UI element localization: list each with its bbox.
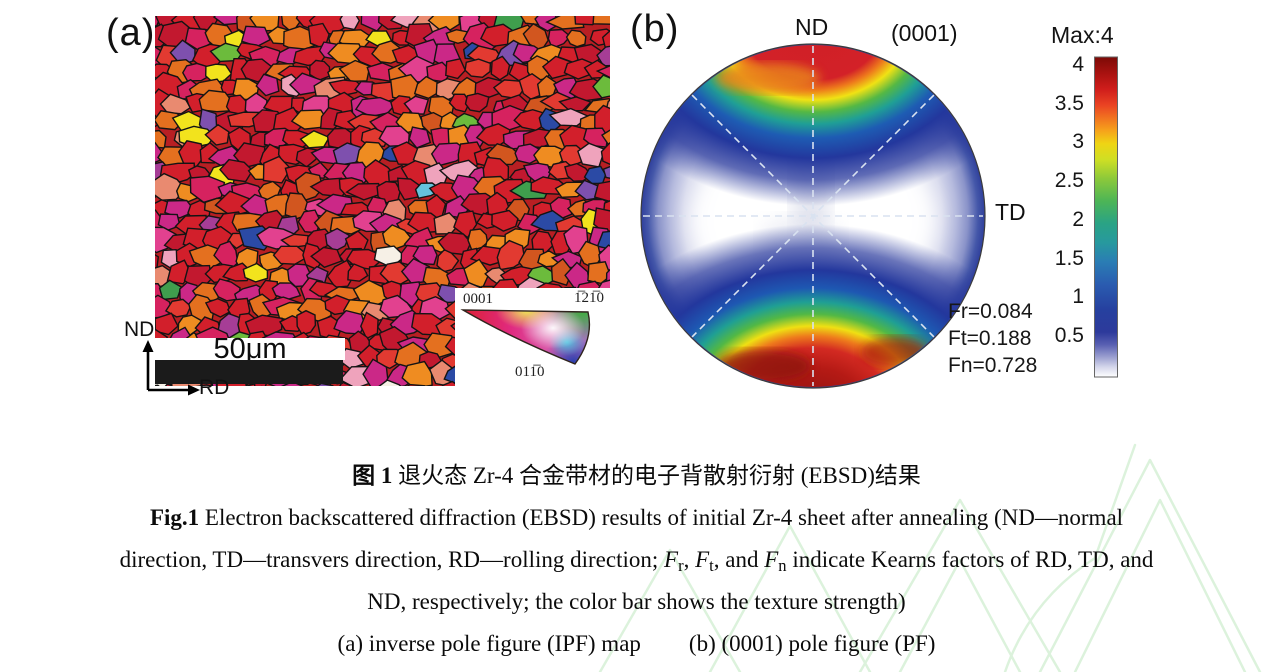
caption-segment: , [683,547,696,572]
journal-watermark [598,443,1262,672]
figure-caption: 图 1 退火态 Zr-4 合金带材的电子背散射衍射 (EBSD)结果 Fig.1… [0,455,1273,665]
caption-segment: n [778,556,787,576]
ipf-color-wedge [460,309,591,365]
colorbar-tick-label: 0.5 [1054,323,1084,347]
panel-b-label: (b) [630,8,680,50]
colorbar-tick-label: 1.5 [1054,246,1084,270]
caption-line-english-2: direction, TD—transvers direction, RD—ro… [0,539,1273,581]
caption-segment: , and [713,547,765,572]
caption-subfigure-labels: (a) inverse pole figure (IPF) map (b) (00… [0,623,1273,665]
colorbar [1094,56,1118,378]
caption-segment: Fig.1 [149,505,200,530]
colorbar-tick-label: 4 [1072,53,1084,76]
caption-segment: F [664,547,679,572]
caption-segment: (a) inverse pole figure (IPF) map [337,631,641,656]
ipf-key-1210-label: 1̅21̅0 [574,290,604,306]
nd-axis-label: ND [124,318,155,341]
colorbar-tick-label: 3.5 [1054,91,1084,115]
kearns-factors: Fr=0.084 Ft=0.188 Fn=0.728 [948,298,1037,379]
pole-figure [640,43,986,389]
colorbar-max-label: Max:4 [1051,22,1114,48]
caption-segment: r [678,556,684,576]
panel-a-label: (a) [106,12,156,54]
scale-bar-text: 50μm [213,332,287,365]
colorbar-tick-label: 2 [1072,207,1084,231]
caption-segment: F [764,547,779,572]
scale-bar [155,360,343,384]
caption-segment: 退火态 Zr-4 合金带材的电子背散射衍射 (EBSD)结果 [392,463,921,488]
caption-segment: 图 1 [352,463,393,488]
caption-segment: direction, TD—transvers direction, RD—ro… [119,547,665,572]
colorbar-tick-label: 2.5 [1054,169,1084,193]
rd-axis-label: RD [199,376,230,399]
radial-guide-lines [643,46,983,386]
caption-segment: (b) (0001) pole figure (PF) [688,631,936,656]
kearns-factor-value: Fr=0.084 [948,300,1033,323]
colorbar-tick-label: 3 [1072,130,1084,154]
caption-segment: indicate Kearns factors of RD, TD, and [786,547,1154,572]
caption-segment: Electron backscattered diffraction (EBSD… [199,505,1124,530]
ipf-key-0110-label: 011̅0 [515,364,545,380]
kearns-factor-value: Ft=0.188 [948,327,1032,350]
caption-segment: F [695,547,710,572]
kearns-factor-value: Fn=0.728 [948,354,1038,377]
pole-figure-plane-label: (0001) [891,20,958,46]
ipf-color-key: 0001 1̅21̅0 011̅0 [455,288,630,387]
pole-figure-nd-label: ND [795,14,829,40]
pole-figure-td-label: TD [995,199,1026,225]
colorbar-tick-label: 1 [1072,285,1084,309]
caption-line-english-3: ND, respectively; the color bar shows th… [367,589,906,614]
caption-line-english-1: Fig.1 Electron backscattered diffraction… [0,497,1273,539]
nd-rd-axes-arrows [142,340,200,396]
ipf-key-0001-label: 0001 [463,291,493,307]
caption-segment: t [709,556,714,576]
colorbar-tick-labels: 4 3.5 3 2.5 2 1.5 1 0.5 [1020,0,1088,400]
scale-bar-strip: 50μm [155,333,345,365]
caption-line-chinese: 图 1 退火态 Zr-4 合金带材的电子背散射衍射 (EBSD)结果 [0,455,1273,497]
